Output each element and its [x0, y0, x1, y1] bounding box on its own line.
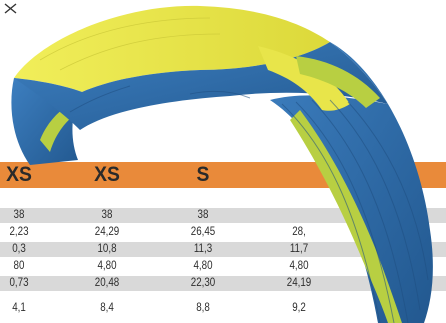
table-cell: 9,2 — [292, 302, 306, 314]
table-row: 0,3 10,8 11,3 11,7 — [0, 242, 446, 257]
corner-mark-icon — [4, 3, 17, 14]
table-cell: 0,3 — [12, 243, 26, 255]
table-cell: 4,80 — [97, 260, 117, 272]
table-row: 80 4,80 4,80 4,80 — [0, 259, 446, 274]
header-size-1: XS — [6, 163, 32, 186]
table-cell: 80 — [13, 260, 25, 272]
right-ribbon — [290, 110, 402, 323]
table-cell: 2,23 — [9, 226, 29, 238]
table-cell: 4,80 — [289, 260, 309, 272]
table-cell: 26,45 — [190, 226, 216, 238]
table-cell: 38 — [101, 209, 113, 221]
table-cell: 38 — [197, 209, 209, 221]
table-cell: 11,7 — [289, 243, 309, 255]
table-cell: 24,29 — [94, 226, 120, 238]
table-cell: 28, — [292, 226, 306, 238]
table-cell: 0,73 — [9, 277, 29, 289]
table-row: 38 38 38 — [0, 208, 446, 223]
table-cell: 8,8 — [196, 302, 210, 314]
header-size-2: XS — [94, 163, 120, 186]
table-cell: 4,80 — [193, 260, 213, 272]
cell-seams — [69, 85, 429, 323]
table-cell: 4,1 — [12, 302, 26, 314]
table-cell: 24,19 — [286, 277, 312, 289]
table-cell: 11,3 — [193, 243, 213, 255]
table-cell: 22,30 — [190, 277, 216, 289]
table-cell: 38 — [13, 209, 25, 221]
table-cell: 8,4 — [100, 302, 114, 314]
table-cell: 20,48 — [94, 277, 120, 289]
header-size-3: S — [196, 163, 210, 186]
right-swoosh-b — [296, 56, 380, 108]
table-cell: 10,8 — [97, 243, 117, 255]
right-swoosh-a — [258, 46, 350, 111]
table-row: 0,73 20,48 22,30 24,19 — [0, 276, 446, 291]
table-row: 2,23 24,29 26,45 28, — [0, 225, 446, 240]
canopy-top — [14, 5, 330, 92]
